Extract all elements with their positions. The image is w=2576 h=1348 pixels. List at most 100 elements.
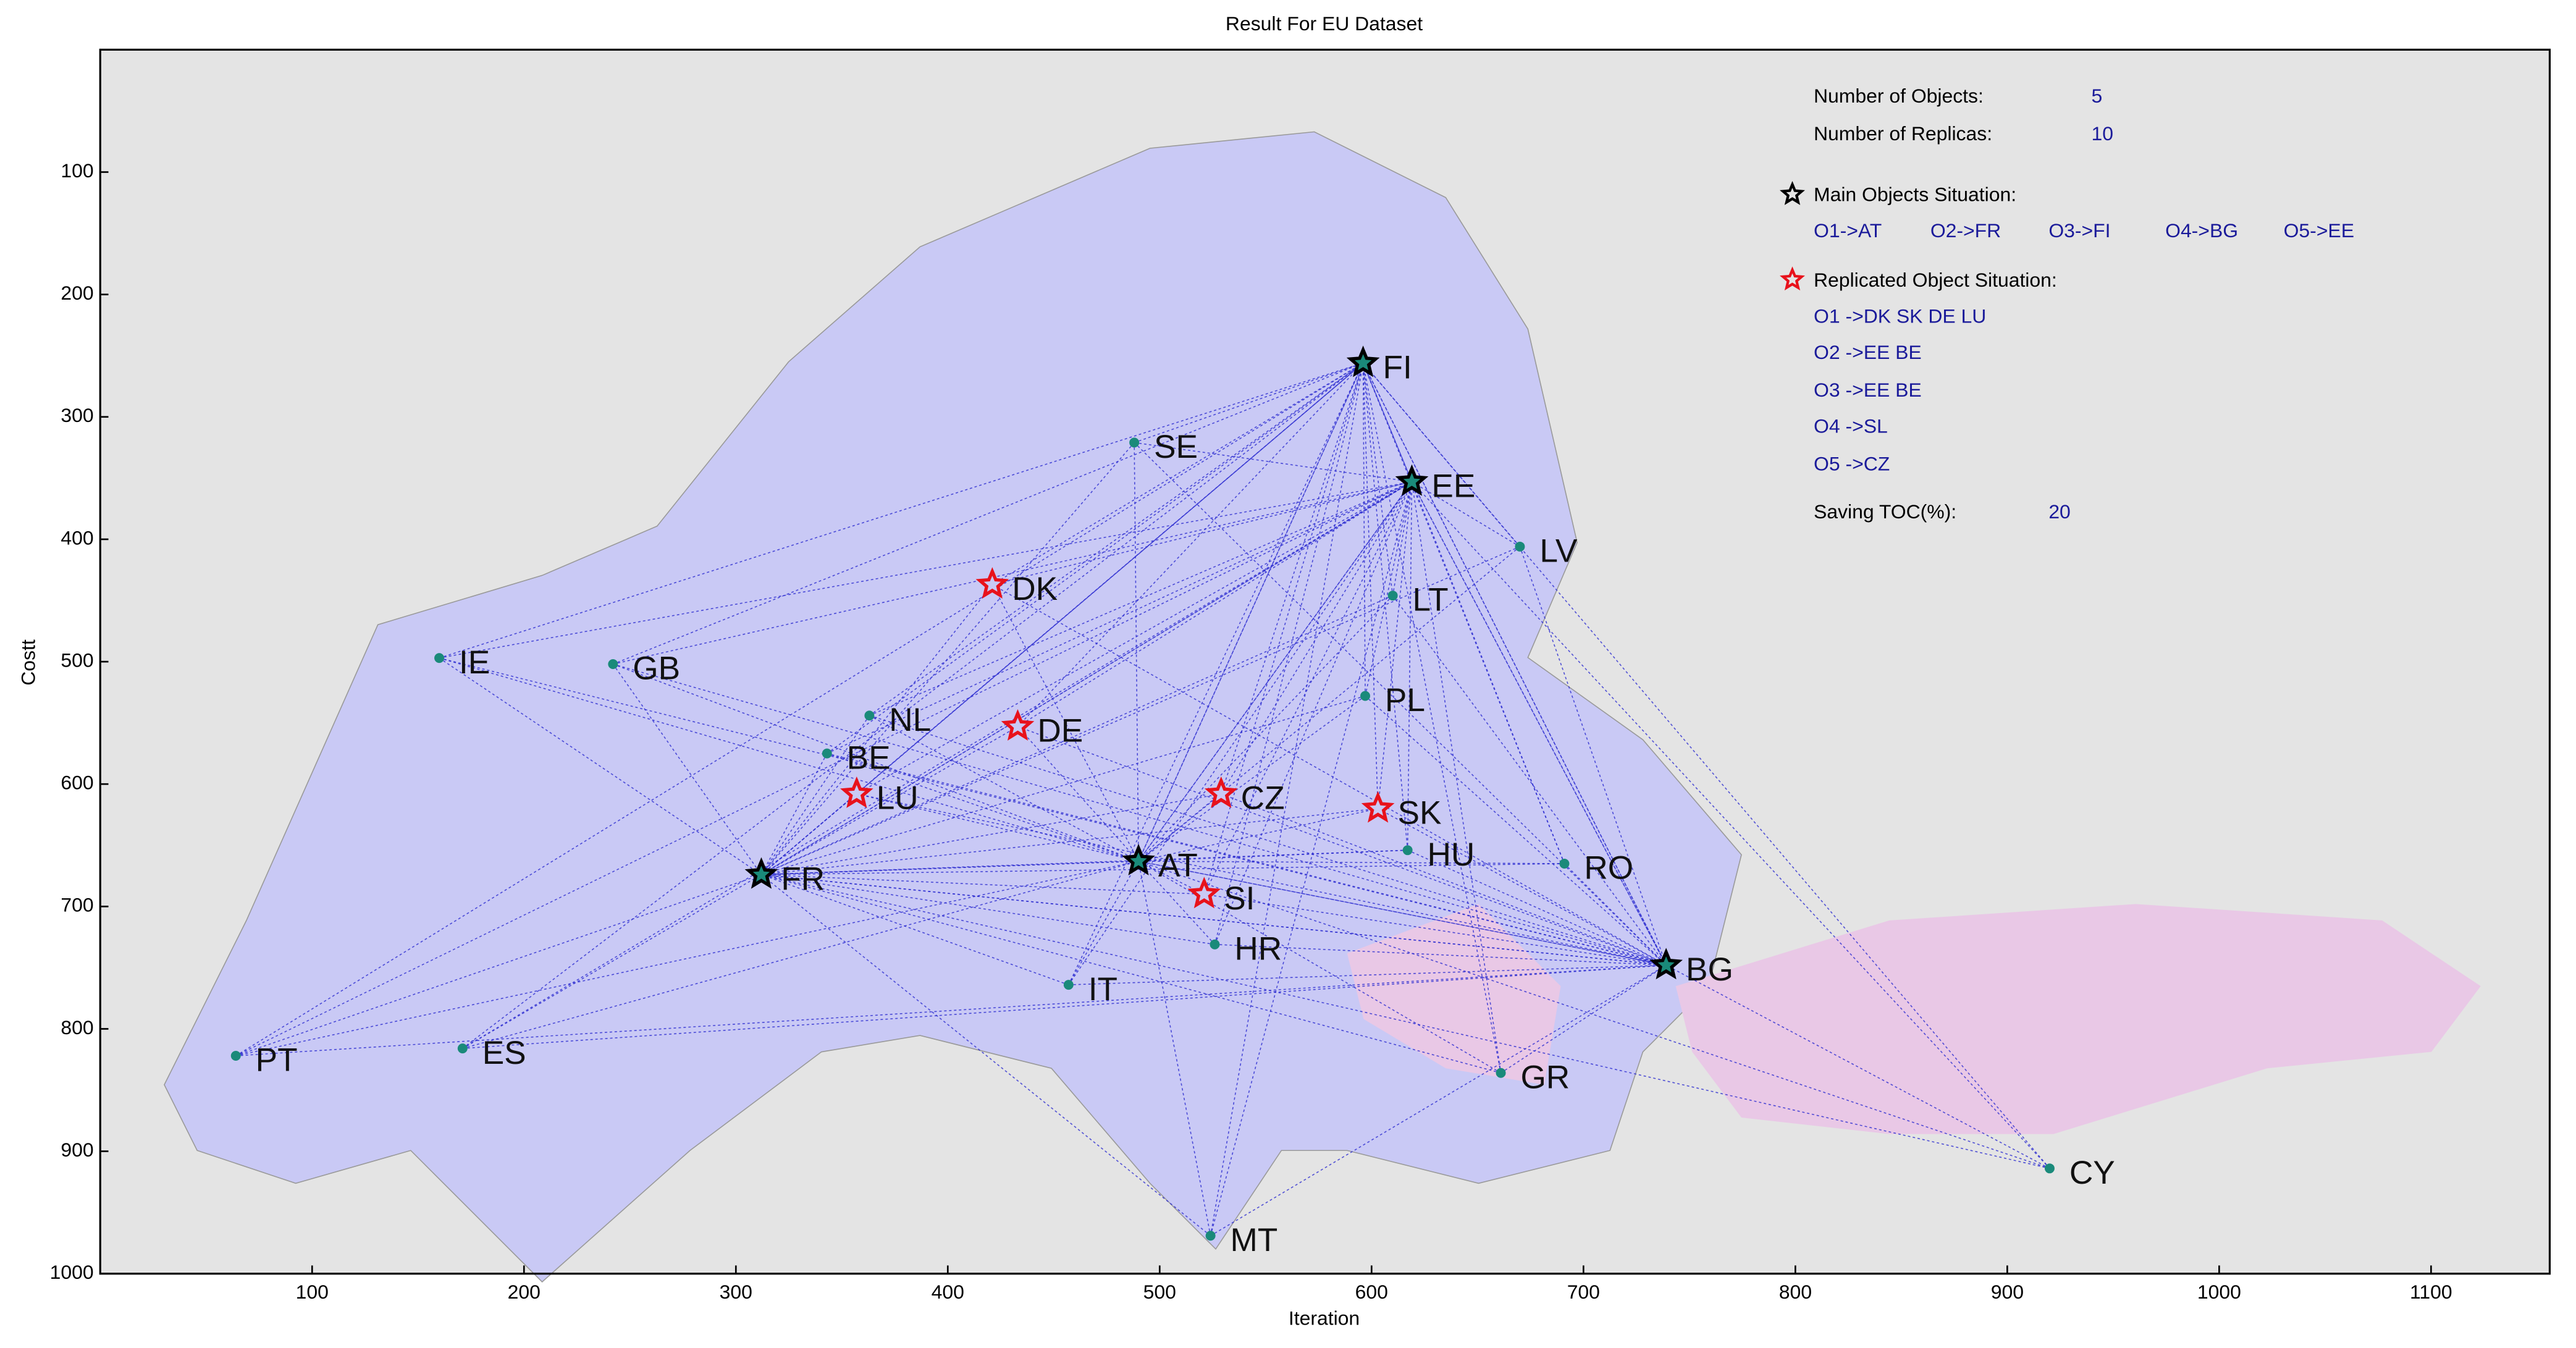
point bbox=[1210, 939, 1220, 950]
point bbox=[1205, 1231, 1216, 1241]
connection bbox=[1411, 481, 2050, 1169]
point-label: ES bbox=[482, 1035, 526, 1071]
point-label: PT bbox=[256, 1042, 298, 1079]
main-object-star bbox=[744, 857, 778, 889]
connection bbox=[613, 362, 1363, 665]
connection bbox=[761, 726, 1018, 875]
connection bbox=[827, 752, 1667, 966]
connection bbox=[439, 657, 762, 875]
y-tick-label: 800 bbox=[61, 1016, 93, 1038]
connection bbox=[760, 442, 1135, 875]
connection bbox=[827, 362, 1364, 754]
info-label: Number of Objects: bbox=[1814, 85, 1984, 107]
y-tick-label: 700 bbox=[61, 894, 93, 916]
x-tick-label: 900 bbox=[1991, 1281, 2024, 1303]
connection bbox=[1138, 793, 1222, 862]
main-object-star bbox=[1395, 464, 1429, 496]
y-tick-label: 100 bbox=[61, 159, 93, 182]
connection bbox=[991, 362, 1363, 585]
connection bbox=[1203, 481, 1413, 895]
connection bbox=[1221, 481, 1413, 794]
connection bbox=[1214, 481, 1413, 945]
point bbox=[230, 1051, 241, 1061]
replica-star bbox=[975, 567, 1009, 599]
connection bbox=[827, 752, 1139, 862]
connection bbox=[439, 657, 1667, 966]
x-axis-label: Iteration bbox=[1289, 1307, 1360, 1329]
connection bbox=[1017, 726, 1667, 966]
main-object-star bbox=[1122, 843, 1155, 875]
point-label: LT bbox=[1413, 582, 1449, 618]
x-tick-label: 600 bbox=[1355, 1281, 1388, 1303]
connection bbox=[1138, 861, 1501, 1074]
x-tick-label: 300 bbox=[720, 1281, 752, 1303]
connection bbox=[462, 861, 1139, 1049]
connection bbox=[1411, 481, 1502, 1073]
point-label: CY bbox=[2069, 1155, 2115, 1191]
point-label: LU bbox=[877, 780, 919, 817]
connection bbox=[235, 964, 1667, 1056]
connection bbox=[1138, 861, 1216, 945]
y-tick-label: 300 bbox=[61, 404, 93, 426]
connection bbox=[992, 481, 1412, 586]
point-label: FR bbox=[781, 861, 825, 897]
point-label: HU bbox=[1428, 836, 1475, 873]
y-tick-label: 1000 bbox=[50, 1261, 94, 1283]
connection bbox=[856, 793, 1139, 862]
connection bbox=[761, 481, 1412, 875]
info-item: O4 ->SL bbox=[1814, 415, 1888, 437]
connection bbox=[235, 362, 1363, 1056]
connection bbox=[1068, 861, 1139, 985]
info-label: Replicated Object Situation: bbox=[1814, 269, 2057, 291]
x-tick-label: 1000 bbox=[2197, 1281, 2241, 1303]
info-item: O2 ->EE BE bbox=[1814, 341, 1922, 363]
info-item: O1 ->DK SK DE LU bbox=[1814, 305, 1986, 327]
map-eu bbox=[164, 131, 1742, 1283]
connection bbox=[1138, 546, 1520, 862]
connection bbox=[761, 849, 1408, 875]
connection bbox=[1068, 363, 1364, 985]
connection bbox=[462, 362, 1364, 1049]
connection bbox=[235, 481, 1412, 1056]
connection bbox=[761, 874, 2050, 1169]
info-value: 10 bbox=[2091, 122, 2113, 145]
point-label: DE bbox=[1037, 713, 1083, 749]
info-label: Main Objects Situation: bbox=[1814, 183, 2016, 206]
connection bbox=[761, 874, 1501, 1074]
y-tick-label: 900 bbox=[61, 1139, 93, 1161]
point bbox=[608, 659, 618, 669]
point bbox=[1559, 858, 1570, 869]
point-label: IT bbox=[1088, 971, 1118, 1008]
connection bbox=[462, 964, 1667, 1049]
point-label: SK bbox=[1398, 794, 1442, 831]
connection bbox=[761, 595, 1393, 875]
info-item: O3 ->EE BE bbox=[1814, 379, 1922, 401]
connection bbox=[1134, 442, 1667, 966]
x-tick-label: 400 bbox=[932, 1281, 964, 1303]
connection bbox=[761, 861, 1139, 875]
connection bbox=[613, 481, 1412, 665]
info-panel: Number of Objects: 5 Number of Replicas:… bbox=[1779, 85, 2354, 523]
y-tick-label: 200 bbox=[61, 282, 93, 304]
point-label: BE bbox=[847, 739, 891, 776]
connection bbox=[760, 753, 828, 875]
point-label: PL bbox=[1385, 682, 1425, 718]
point-label: EE bbox=[1431, 468, 1475, 504]
connection bbox=[761, 874, 1069, 985]
connections bbox=[235, 362, 2050, 1236]
connection bbox=[1138, 595, 1394, 862]
connection bbox=[612, 663, 762, 875]
connection bbox=[827, 481, 1412, 754]
point-label: CZ bbox=[1241, 780, 1285, 817]
connection bbox=[1138, 861, 1667, 966]
x-tick-label: 700 bbox=[1567, 1281, 1600, 1303]
info-item: O2->FR bbox=[1930, 219, 2001, 242]
connection bbox=[1362, 363, 1667, 966]
legend-star bbox=[1779, 266, 1805, 291]
info-label: Saving TOC(%): bbox=[1814, 500, 1956, 523]
connection bbox=[1138, 861, 1565, 864]
connection bbox=[439, 481, 1412, 659]
connection bbox=[1138, 363, 1364, 862]
connection bbox=[1214, 363, 1364, 945]
